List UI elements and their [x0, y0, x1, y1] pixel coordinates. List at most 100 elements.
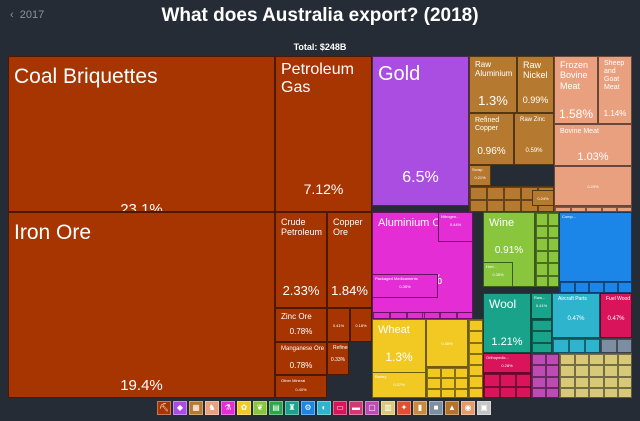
- treemap-cell-value: 0.96%: [477, 146, 506, 157]
- mineral-products-icon[interactable]: ⛏: [157, 401, 171, 415]
- treemap-cell-value: 0.41%: [332, 323, 345, 328]
- treemap-cell-value: 0.78%: [289, 327, 313, 336]
- arts-icon[interactable]: ◉: [461, 401, 475, 415]
- textiles-icon[interactable]: ♜: [285, 401, 299, 415]
- animal-products-icon[interactable]: ♞: [205, 401, 219, 415]
- treemap-cell-transport-minor[interactable]: [552, 338, 600, 353]
- treemap-cell-machines[interactable]: Comp...: [559, 212, 632, 282]
- treemap-subcell: [455, 368, 467, 379]
- weapons-icon[interactable]: ✦: [397, 401, 411, 415]
- treemap-cell-copper-ore[interactable]: Copper Ore 1.84%: [327, 212, 372, 308]
- treemap-cell-scrap[interactable]: Scrap 0.21%: [469, 165, 491, 186]
- machines-icon[interactable]: ⚙: [301, 401, 315, 415]
- treemap-cell-zinc-minor[interactable]: 0.41%: [327, 308, 350, 342]
- treemap-cell-crude-petroleum[interactable]: Crude Petroleum 2.33%: [275, 212, 327, 308]
- treemap-cell-refined-petroleum[interactable]: Refined... 0.33%: [327, 342, 349, 375]
- treemap-subcell: [603, 376, 619, 388]
- treemap-cell-veg-minor[interactable]: 0.38%: [426, 319, 468, 367]
- treemap-cell-fuel-wood[interactable]: Fuel Wood 0.47%: [600, 293, 632, 338]
- treemap-cell-chem-minor-2[interactable]: Packaged Medicaments 0.35%: [372, 274, 438, 298]
- treemap-subcell: [469, 376, 482, 388]
- vegetable-products-icon[interactable]: ✿: [237, 401, 251, 415]
- treemap-cell-animal-minor[interactable]: 0.23%: [554, 166, 632, 206]
- transportation-icon[interactable]: ◐: [317, 401, 331, 415]
- treemap-subcell: [603, 354, 619, 366]
- treemap-cell-raw-nickel[interactable]: Raw Nickel 0.99%: [517, 56, 554, 113]
- back-2017-button[interactable]: ‹ 2017: [10, 9, 45, 21]
- treemap-cell-bovine-meat[interactable]: Bovine Meat 1.03%: [554, 124, 632, 166]
- treemap-subcell: [455, 388, 467, 397]
- treemap-cell-zinc-ore[interactable]: Zinc Ore 0.78%: [275, 308, 327, 342]
- treemap-cell-wool-minor[interactable]: Raw... 0.41%: [531, 293, 552, 319]
- treemap-cell-coal-briquettes[interactable]: Coal Briquettes 23.1%: [8, 56, 275, 212]
- misc-icon[interactable]: ■: [429, 401, 443, 415]
- treemap-subcell: [536, 250, 548, 263]
- treemap-subcell: [469, 320, 482, 332]
- page-title: What does Australia export? (2018): [161, 5, 479, 26]
- treemap-cell-raw-zinc[interactable]: Raw Zinc 0.59%: [514, 113, 554, 165]
- treemap-cell-petroleum-gas[interactable]: Petroleum Gas 7.12%: [275, 56, 372, 212]
- treemap-cell-misc-minor[interactable]: [600, 338, 632, 353]
- treemap-cell-label: Hort...: [486, 264, 497, 269]
- treemap-cell-food-minor-2[interactable]: [535, 212, 559, 287]
- treemap-cell-value: 0.40%: [295, 387, 307, 392]
- treemap-cell-manganese-ore[interactable]: Manganese Ore 0.78%: [275, 342, 327, 375]
- treemap-cell-aircraft-parts[interactable]: Aircraft Parts 0.47%: [552, 293, 600, 338]
- treemap-subcell: [589, 282, 604, 292]
- metals-icon[interactable]: ▦: [189, 401, 203, 415]
- treemap-cell-value: 1.21%: [491, 336, 523, 348]
- treemap-subcell: [532, 320, 551, 332]
- treemap-subcell: [500, 374, 516, 387]
- treemap-subcell: [560, 376, 575, 388]
- treemap-cell-label: Sheep and Goat Meat: [604, 60, 625, 92]
- treemap-cell-value: 7.12%: [303, 181, 344, 197]
- category-legend: ⛏ ◆ ▦ ♞ ⚗ ✿ ❦ ▤ ♜ ⚙ ◐ ▭ ▬ ▢ ▥ ✦ ▮ ■ ▲ ◉ ▣: [157, 401, 491, 417]
- foodstuffs-icon[interactable]: ❦: [253, 401, 267, 415]
- treemap-subcell: [532, 387, 546, 397]
- wood-products-icon[interactable]: ▮: [413, 401, 427, 415]
- treemap-cell-gold[interactable]: Gold 6.5%: [372, 56, 469, 206]
- treemap-cell-vegetable-minor-2[interactable]: [468, 319, 483, 398]
- treemap-cell-zinc-minor-2[interactable]: 0.18%: [350, 308, 372, 342]
- treemap-cell-refined-copper[interactable]: Refined Copper 0.96%: [469, 113, 514, 165]
- treemap-cell-value: 0.35%: [492, 272, 504, 277]
- treemap-cell-raw-aluminium[interactable]: Raw Aluminium 1.3%: [469, 56, 517, 113]
- treemap-cell-other-mineral[interactable]: Other Mineral 0.40%: [275, 375, 327, 398]
- treemap-subcell: [532, 376, 546, 388]
- precious-metals-icon[interactable]: ◆: [173, 401, 187, 415]
- treemap-cell-value: 0.91%: [494, 245, 524, 256]
- services-icon[interactable]: ▣: [477, 401, 491, 415]
- treemap-cell-frozen-bovine-meat[interactable]: Frozen Bovine Meat 1.58%: [554, 56, 598, 124]
- chemical-products-icon[interactable]: ⚗: [221, 401, 235, 415]
- instruments-icon[interactable]: ▭: [333, 401, 347, 415]
- treemap-subcell: [484, 374, 500, 387]
- treemap-cell-label: Nitrogen...: [441, 214, 460, 219]
- paper-goods-icon[interactable]: ▢: [365, 401, 379, 415]
- treemap-cell-stone-minor[interactable]: [559, 353, 632, 398]
- treemap-cell-label: Raw Zinc: [520, 117, 546, 123]
- treemap-cell-animal-minor-strip[interactable]: [554, 206, 632, 212]
- treemap-cell-scrap-copper[interactable]: 0.24%: [532, 190, 554, 206]
- treemap-subcell: [504, 200, 521, 211]
- treemap-cell-food-minor[interactable]: Hort... 0.35%: [483, 262, 513, 287]
- treemap-cell-iron-ore[interactable]: Iron Ore 19.4%: [8, 212, 275, 398]
- treemap-subcell: [603, 387, 619, 397]
- animal-hides-icon[interactable]: ▤: [269, 401, 283, 415]
- treemap-cell-chem-minor[interactable]: Nitrogen... 0.44%: [438, 212, 473, 242]
- treemap-cell-label: Coal Briquettes: [14, 65, 158, 88]
- treemap-cell-wool-minor[interactable]: [531, 319, 552, 353]
- treemap-cell-sheep-and-goat-meat[interactable]: Sheep and Goat Meat 1.14%: [598, 56, 632, 124]
- footwear-icon[interactable]: ▲: [445, 401, 459, 415]
- plastics-icon[interactable]: ▬: [349, 401, 363, 415]
- treemap-cell-paper-minor[interactable]: [531, 353, 559, 398]
- stone-glass-icon[interactable]: ▥: [381, 401, 395, 415]
- treemap-subcell: [601, 339, 617, 352]
- treemap-cell-barley[interactable]: Barley 0.37%: [372, 372, 426, 398]
- treemap-subcell: [618, 376, 631, 388]
- treemap-subcell: [585, 339, 599, 352]
- treemap-cell-instruments-minor[interactable]: [483, 373, 531, 398]
- treemap-cell-wool[interactable]: Wool 1.21%: [483, 293, 531, 353]
- treemap-cell-value: 0.44%: [449, 222, 462, 227]
- treemap-cell-orthopedic[interactable]: Orthopedic... 0.28%: [483, 353, 531, 373]
- treemap-cell-vegetable-minor[interactable]: [426, 367, 468, 398]
